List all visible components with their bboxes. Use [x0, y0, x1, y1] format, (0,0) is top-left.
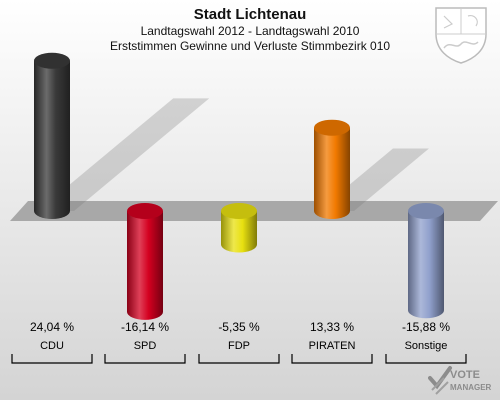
watermark-line2: MANAGER: [450, 383, 492, 392]
category-bracket: [11, 354, 93, 364]
coat-of-arms-icon: [435, 7, 487, 64]
bar-top-cap: [314, 119, 350, 136]
category-label: Sonstige: [405, 340, 448, 352]
bar-piraten: [314, 127, 350, 211]
category-label: PIRATEN: [309, 340, 356, 352]
value-label: 13,33 %: [310, 320, 354, 334]
checkmark-icon: [428, 366, 452, 395]
chart-title: Stadt Lichtenau: [193, 6, 307, 23]
bar-top-cap: [221, 203, 257, 219]
category-label: FDP: [228, 340, 250, 352]
chart-subtitle: Landtagswahl 2012 - Landtagswahl 2010: [140, 24, 360, 38]
value-label: -5,35 %: [218, 320, 260, 334]
bar-sonstige: [408, 211, 444, 311]
category-bracket: [291, 354, 373, 364]
bar-top-cap: [34, 52, 70, 69]
bar-top-cap: [408, 203, 444, 219]
category-bracket: [198, 354, 280, 364]
chart-subtitle-2: Erststimmen Gewinne und Verluste Stimmbe…: [109, 39, 391, 53]
bar-base-cap: [221, 236, 257, 253]
bar-base-cap: [34, 203, 70, 219]
bar-shadow: [38, 98, 210, 211]
bar-top-cap: [127, 203, 163, 219]
category-bracket: [104, 354, 186, 364]
bar-cdu: [34, 60, 70, 211]
value-label: -16,14 %: [121, 320, 169, 334]
category-bracket: [385, 354, 467, 364]
bar-spd: [127, 211, 163, 312]
watermark-line1: VOTE: [450, 369, 480, 381]
bar-base-cap: [127, 303, 163, 320]
votemanager-logo: VOTE MANAGER: [428, 366, 492, 395]
category-label: SPD: [134, 340, 157, 352]
bar-base-cap: [408, 302, 444, 319]
bar-base-cap: [314, 203, 350, 219]
value-label: -15,88 %: [402, 320, 450, 334]
value-label: 24,04 %: [30, 320, 74, 334]
category-label: CDU: [40, 340, 64, 352]
